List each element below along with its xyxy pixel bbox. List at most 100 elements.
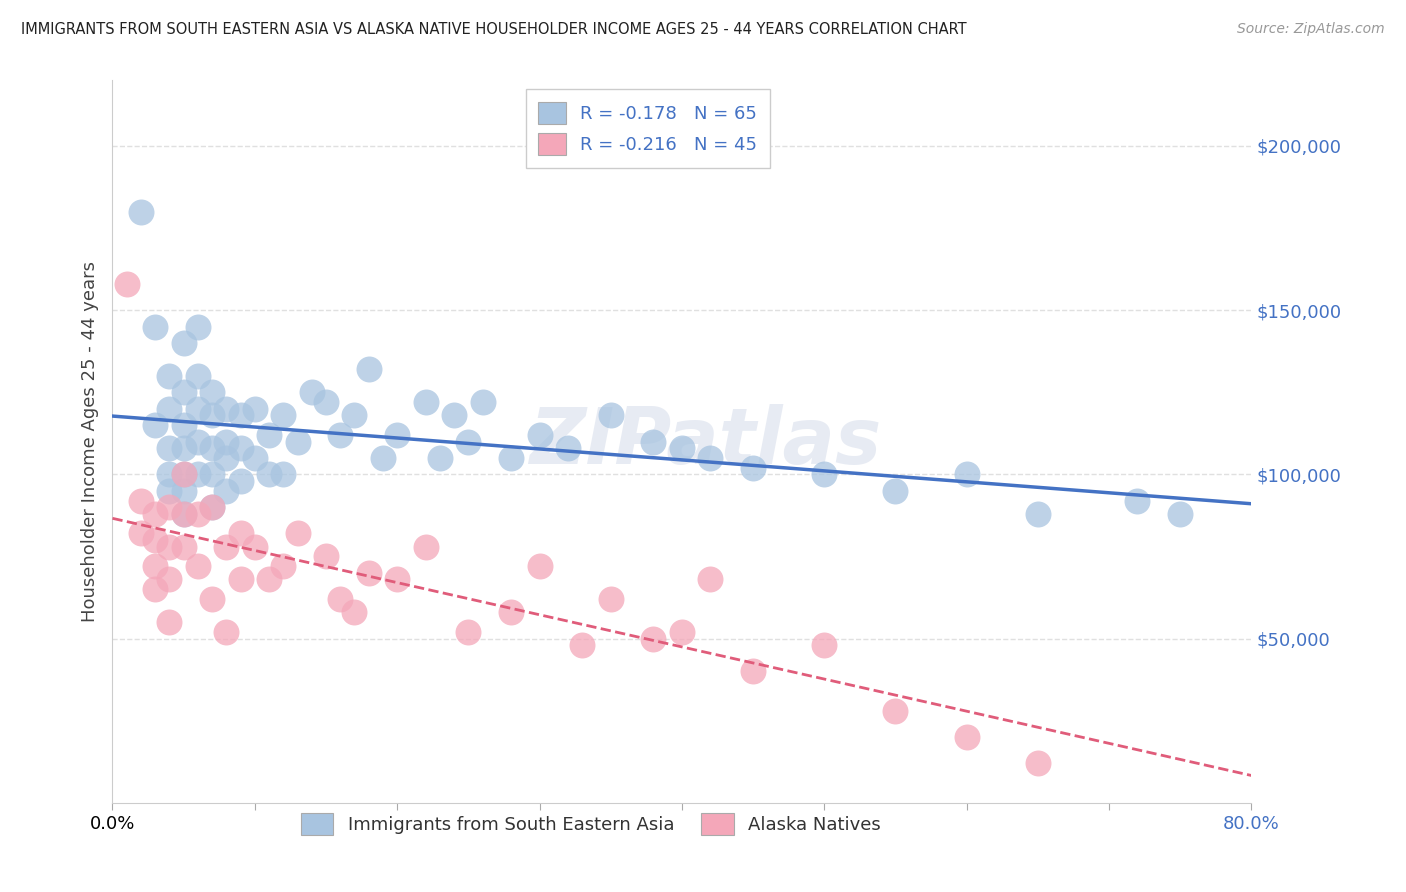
Point: [315, 395, 337, 409]
Point: [159, 483, 180, 498]
Point: [301, 385, 323, 400]
Point: [1026, 507, 1049, 521]
Point: [229, 474, 252, 488]
Point: [599, 409, 621, 423]
Point: [271, 559, 295, 574]
Point: [159, 500, 180, 515]
Point: [371, 450, 394, 465]
Point: [201, 409, 224, 423]
Point: [159, 540, 180, 554]
Point: [557, 441, 579, 455]
Point: [173, 467, 195, 482]
Point: [471, 395, 494, 409]
Point: [343, 605, 366, 619]
Point: [215, 540, 238, 554]
Legend: Immigrants from South Eastern Asia, Alaska Natives: Immigrants from South Eastern Asia, Alas…: [291, 805, 890, 845]
Point: [429, 450, 451, 465]
Point: [187, 368, 209, 383]
Point: [215, 401, 238, 416]
Point: [813, 467, 835, 482]
Point: [143, 418, 166, 433]
Point: [143, 559, 166, 574]
Point: [173, 467, 195, 482]
Point: [529, 428, 551, 442]
Text: ZIPatlas: ZIPatlas: [529, 403, 880, 480]
Point: [143, 533, 166, 547]
Point: [143, 507, 166, 521]
Point: [173, 418, 195, 433]
Point: [173, 385, 195, 400]
Point: [385, 428, 409, 442]
Point: [129, 493, 152, 508]
Point: [243, 401, 266, 416]
Point: [173, 507, 195, 521]
Point: [287, 526, 309, 541]
Point: [159, 467, 180, 482]
Point: [215, 450, 238, 465]
Point: [201, 500, 224, 515]
Point: [643, 434, 665, 449]
Point: [159, 401, 180, 416]
Point: [257, 428, 280, 442]
Point: [187, 319, 209, 334]
Point: [187, 434, 209, 449]
Point: [201, 385, 224, 400]
Point: [329, 592, 352, 607]
Point: [173, 540, 195, 554]
Point: [501, 450, 523, 465]
Point: [599, 592, 621, 607]
Point: [315, 549, 337, 564]
Point: [415, 395, 437, 409]
Point: [159, 368, 180, 383]
Point: [257, 573, 280, 587]
Point: [215, 434, 238, 449]
Point: [173, 507, 195, 521]
Point: [329, 428, 352, 442]
Point: [1168, 507, 1191, 521]
Point: [501, 605, 523, 619]
Point: [529, 559, 551, 574]
Point: [671, 625, 693, 640]
Point: [201, 592, 224, 607]
Point: [813, 638, 835, 652]
Point: [271, 409, 295, 423]
Point: [385, 573, 409, 587]
Point: [173, 336, 195, 351]
Point: [229, 441, 252, 455]
Point: [187, 507, 209, 521]
Text: Source: ZipAtlas.com: Source: ZipAtlas.com: [1237, 22, 1385, 37]
Point: [443, 409, 465, 423]
Point: [243, 450, 266, 465]
Point: [357, 566, 380, 580]
Point: [415, 540, 437, 554]
Point: [343, 409, 366, 423]
Point: [671, 441, 693, 455]
Point: [884, 483, 907, 498]
Point: [699, 450, 721, 465]
Point: [287, 434, 309, 449]
Point: [187, 467, 209, 482]
Point: [143, 319, 166, 334]
Point: [742, 460, 765, 475]
Point: [229, 409, 252, 423]
Point: [201, 441, 224, 455]
Point: [129, 526, 152, 541]
Point: [187, 559, 209, 574]
Point: [159, 615, 180, 630]
Y-axis label: Householder Income Ages 25 - 44 years: Householder Income Ages 25 - 44 years: [80, 261, 98, 622]
Point: [173, 483, 195, 498]
Point: [457, 625, 479, 640]
Point: [1026, 756, 1049, 771]
Point: [884, 704, 907, 718]
Point: [956, 730, 979, 744]
Point: [173, 441, 195, 455]
Point: [115, 277, 138, 291]
Point: [956, 467, 979, 482]
Text: IMMIGRANTS FROM SOUTH EASTERN ASIA VS ALASKA NATIVE HOUSEHOLDER INCOME AGES 25 -: IMMIGRANTS FROM SOUTH EASTERN ASIA VS AL…: [21, 22, 967, 37]
Point: [143, 582, 166, 597]
Point: [257, 467, 280, 482]
Point: [243, 540, 266, 554]
Point: [742, 665, 765, 679]
Point: [159, 441, 180, 455]
Point: [215, 483, 238, 498]
